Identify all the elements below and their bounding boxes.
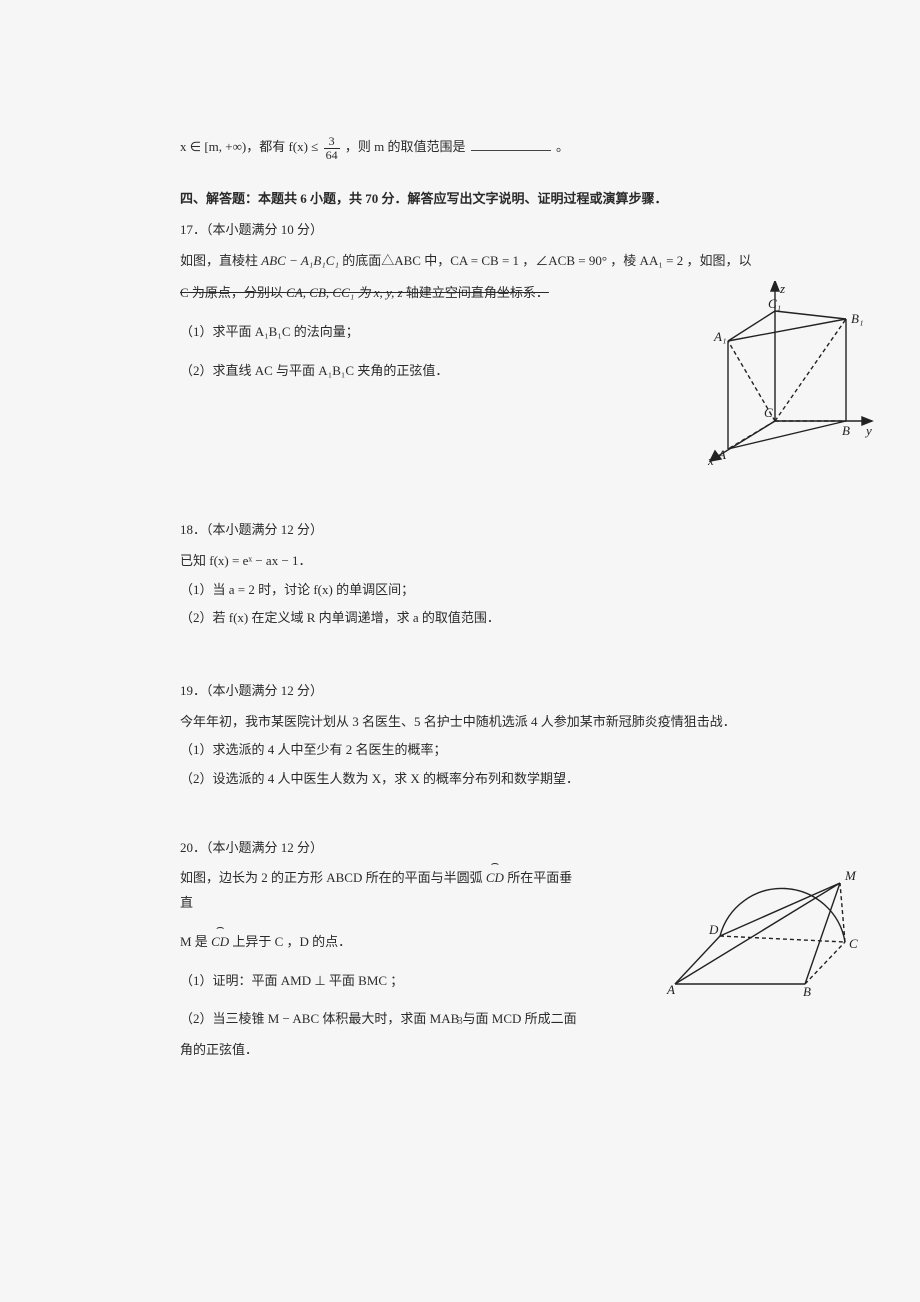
prism-diagram: z C₁ B₁ A₁ C A B y x bbox=[660, 281, 880, 466]
q20-part1: （1）证明：平面 AMD ⊥ 平面 BMC ； bbox=[180, 969, 580, 994]
axis-x-label: x bbox=[707, 453, 714, 466]
q20-text-column: 如图，边长为 2 的正方形 ABCD 所在的平面与半圆弧 CD 所在平面垂直 M… bbox=[180, 866, 580, 1076]
q18-part2: （2）若 f(x) 在定义域 R 内单调递增，求 a 的取值范围． bbox=[180, 606, 880, 631]
q17-prism: ABC − A₁B₁C₁ bbox=[261, 253, 339, 268]
q17-figure: z C₁ B₁ A₁ C A B y x bbox=[660, 281, 880, 466]
axis-y-label: y bbox=[864, 423, 872, 438]
question-19: 19．（本小题满分 12 分） 今年年初，我市某医院计划从 3 名医生、5 名护… bbox=[180, 679, 880, 792]
q20-figure: A B C D M bbox=[645, 866, 880, 996]
q20-s2b: 上异于 C ，D 的点． bbox=[229, 934, 351, 949]
q17-s2-strike: C 为原点，分别以 CA, CB, CC₁ 为 x, y, z 轴建立空间直角坐… bbox=[180, 285, 549, 300]
answer-blank bbox=[471, 139, 551, 151]
question-17: 17．（本小题满分 10 分） 如图，直棱柱 ABC − A₁B₁C₁ 的底面△… bbox=[180, 218, 880, 466]
q19-stem: 今年年初，我市某医院计划从 3 名医生、5 名护士中随机选派 4 人参加某市新冠… bbox=[180, 710, 880, 735]
vertex-B: B bbox=[842, 423, 850, 438]
fragment-line: x ∈ [m, +∞)，都有 f(x) ≤ 3 64 ，则 m 的取值范围是 。 bbox=[180, 135, 880, 161]
vertex-A: A bbox=[717, 447, 726, 462]
q20-arc1: CD bbox=[486, 870, 504, 885]
q19-part2: （2）设选派的 4 人中医生人数为 X，求 X 的概率分布列和数学期望． bbox=[180, 767, 880, 792]
q20-stem1: 如图，边长为 2 的正方形 ABCD 所在的平面与半圆弧 CD 所在平面垂直 bbox=[180, 866, 580, 915]
question-20: 20．（本小题满分 12 分） bbox=[180, 836, 880, 1077]
q20-header: 20．（本小题满分 12 分） bbox=[180, 836, 880, 861]
vertex-A1: A₁ bbox=[713, 329, 726, 344]
q17-s1a: 如图，直棱柱 bbox=[180, 253, 261, 268]
frac-num: 3 bbox=[324, 135, 340, 149]
v-M: M bbox=[844, 868, 857, 883]
q19-header: 19．（本小题满分 12 分） bbox=[180, 679, 880, 704]
q17-header: 17．（本小题满分 10 分） bbox=[180, 218, 880, 243]
fragment-fraction: 3 64 bbox=[324, 135, 340, 161]
section-4-header: 四、解答题：本题共 6 小题，共 70 分．解答应写出文字说明、证明过程或演算步… bbox=[180, 187, 880, 212]
v-B: B bbox=[803, 984, 811, 996]
question-18: 18．（本小题满分 12 分） 已知 f(x) = eˣ − ax − 1． （… bbox=[180, 518, 880, 631]
v-C: C bbox=[849, 936, 858, 951]
q20-arc2: CD bbox=[211, 934, 229, 949]
q17-stem-line1: 如图，直棱柱 ABC − A₁B₁C₁ 的底面△ABC 中，CA = CB = … bbox=[180, 249, 880, 274]
page-number: 3 bbox=[457, 1011, 463, 1032]
q20-stem2: M 是 CD 上异于 C ，D 的点． bbox=[180, 930, 580, 955]
q19-part1: （1）求选派的 4 人中至少有 2 名医生的概率； bbox=[180, 738, 880, 763]
q20-s2a: M 是 bbox=[180, 934, 211, 949]
q20-part2a: （2）当三棱锥 M − ABC 体积最大时，求面 MAB 与面 MCD 所成二面 bbox=[180, 1007, 580, 1032]
axis-z-label: z bbox=[779, 281, 785, 296]
vertex-B1: B₁ bbox=[851, 311, 863, 326]
q20-part2b: 角的正弦值． bbox=[180, 1038, 580, 1063]
vertex-C1: C₁ bbox=[768, 296, 781, 311]
fragment-period: 。 bbox=[556, 139, 569, 154]
frac-den: 64 bbox=[324, 149, 340, 162]
q17-axes: CA, CB, CC₁ 为 x, y, z bbox=[286, 285, 402, 300]
v-D: D bbox=[708, 922, 719, 937]
v-A: A bbox=[666, 982, 675, 996]
fragment-prefix: x ∈ [m, +∞)，都有 f(x) ≤ bbox=[180, 139, 322, 154]
q20-s1a: 如图，边长为 2 的正方形 ABCD 所在的平面与半圆弧 bbox=[180, 870, 486, 885]
q17-s2c: 轴建立空间直角坐标系． bbox=[403, 285, 549, 300]
fragment-suffix: ，则 m 的取值范围是 bbox=[345, 139, 466, 154]
semicircle-diagram: A B C D M bbox=[645, 866, 880, 996]
q17-s2a: C 为原点，分别以 bbox=[180, 285, 286, 300]
vertex-C: C bbox=[764, 405, 773, 420]
q18-part1: （1）当 a = 2 时，讨论 f(x) 的单调区间； bbox=[180, 578, 880, 603]
q18-stem: 已知 f(x) = eˣ − ax − 1． bbox=[180, 549, 880, 574]
q18-header: 18．（本小题满分 12 分） bbox=[180, 518, 880, 543]
page-content: x ∈ [m, +∞)，都有 f(x) ≤ 3 64 ，则 m 的取值范围是 。… bbox=[180, 135, 880, 1085]
q17-s1c: 的底面△ABC 中，CA = CB = 1 ，∠ACB = 90° ，棱 AA₁… bbox=[339, 253, 751, 268]
